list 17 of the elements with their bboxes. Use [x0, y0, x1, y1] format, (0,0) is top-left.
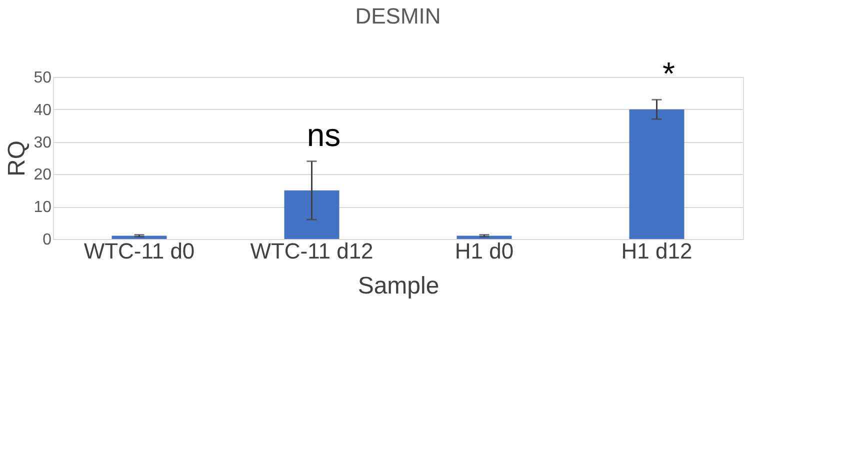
x-tick-label: WTC-11 d12 — [250, 238, 374, 264]
chart-title: DESMIN — [355, 4, 441, 29]
y-tick-label: 50 — [34, 70, 52, 86]
annotation: * — [662, 56, 675, 92]
bar — [629, 109, 684, 239]
y-tick-label: 30 — [34, 134, 52, 152]
x-tick-label: H1 d12 — [621, 238, 692, 264]
y-axis-title: RQ — [4, 140, 31, 176]
x-tick-label: WTC-11 d0 — [84, 238, 195, 264]
y-tick-label: 10 — [34, 199, 52, 216]
y-tick-label: 40 — [34, 102, 52, 119]
y-tick-label: 20 — [34, 166, 52, 184]
bar — [284, 190, 340, 239]
x-axis-title: Sample — [358, 272, 440, 300]
annotation: ns — [306, 117, 341, 154]
y-tick-label: 0 — [42, 232, 52, 248]
x-tick-label: H1 d0 — [454, 238, 514, 264]
